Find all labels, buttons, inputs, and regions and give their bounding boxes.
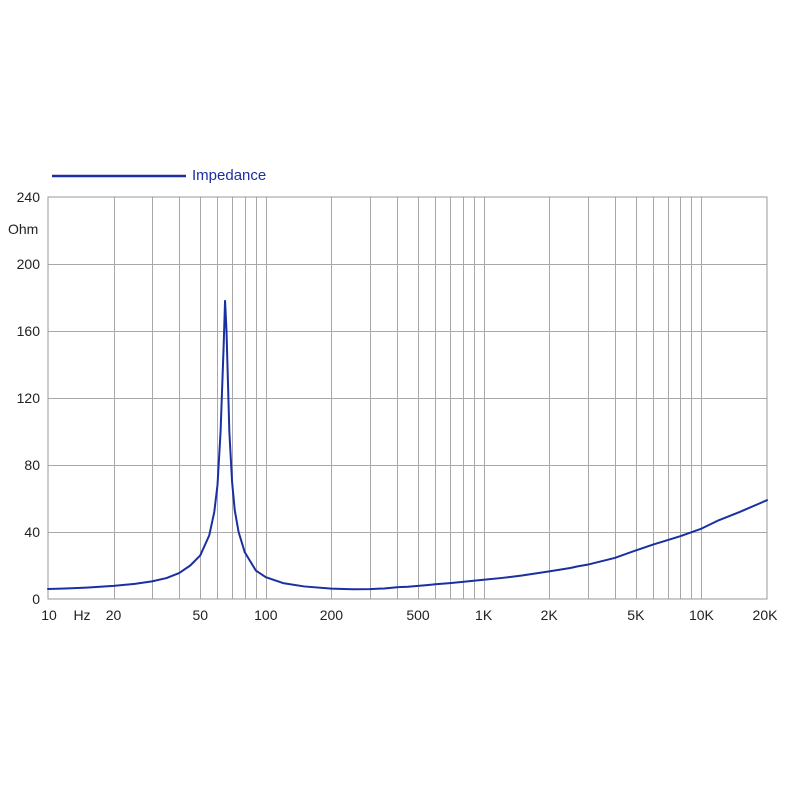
grid [48, 197, 767, 599]
y-tick-label: 80 [24, 457, 40, 473]
x-tick-label: 2K [541, 607, 559, 623]
x-unit-label: Hz [73, 607, 90, 623]
x-tick-label: 5K [627, 607, 645, 623]
series-layer [47, 299, 768, 591]
y-tick-label: 160 [17, 323, 41, 339]
series-line-impedance [47, 299, 768, 591]
legend: Impedance [52, 167, 266, 184]
x-tick-label: 10K [689, 607, 715, 623]
y-tick-label: 40 [24, 524, 40, 540]
y-unit-label: Ohm [8, 221, 38, 237]
x-tick-label: 20 [106, 607, 122, 623]
x-tick-label: 20K [753, 607, 779, 623]
y-tick-label: 200 [17, 256, 41, 272]
y-tick-label: 120 [17, 390, 41, 406]
x-tick-label: 500 [406, 607, 430, 623]
x-tick-label: 1K [475, 607, 493, 623]
y-tick-label: 240 [17, 189, 41, 205]
x-tick-label: 50 [192, 607, 208, 623]
y-tick-label: 0 [32, 591, 40, 607]
x-tick-label: 200 [320, 607, 344, 623]
legend-label-impedance: Impedance [192, 167, 266, 184]
plot-frame [47, 196, 768, 600]
x-tick-label: 10 [41, 607, 57, 623]
tick-labels: 0 40 80 120 160 200 240 Ohm 10 20 50 100 200 500 1K 2K 5… [8, 189, 778, 623]
x-tick-label: 100 [254, 607, 278, 623]
